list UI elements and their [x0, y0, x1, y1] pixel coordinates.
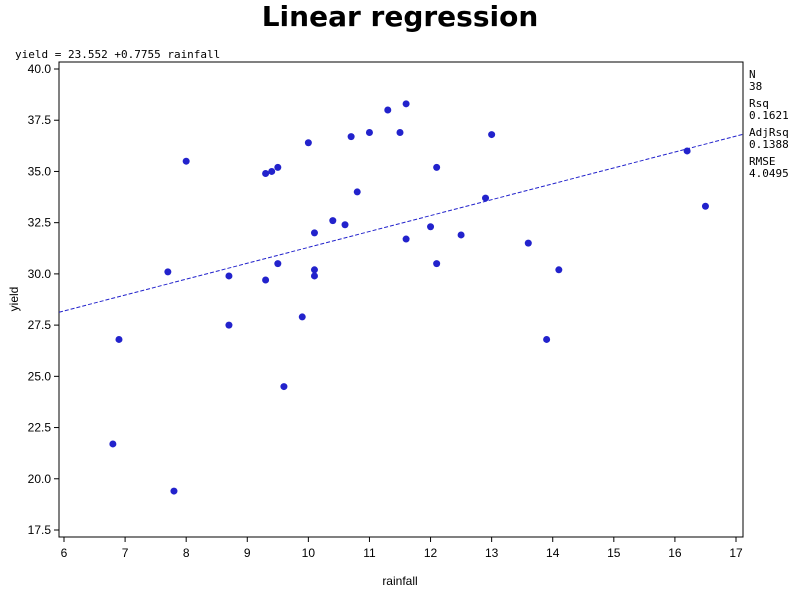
- data-point: [170, 487, 178, 495]
- x-tick-label: 15: [607, 546, 621, 560]
- y-tick-label: 30.0: [28, 267, 52, 281]
- x-tick-label: 17: [729, 546, 743, 560]
- data-point: [280, 383, 288, 391]
- x-tick-label: 13: [485, 546, 499, 560]
- data-point: [262, 169, 270, 177]
- data-point: [262, 276, 270, 284]
- regression-equation: yield = 23.552 +0.7755 rainfall: [15, 48, 220, 61]
- data-point: [482, 194, 490, 202]
- data-point: [427, 223, 435, 231]
- y-tick-label: 37.5: [28, 113, 52, 127]
- data-point: [384, 106, 392, 114]
- data-point: [701, 202, 709, 210]
- data-point: [310, 266, 318, 274]
- x-tick-label: 14: [546, 546, 560, 560]
- x-tick-label: 8: [183, 546, 190, 560]
- data-point: [433, 260, 441, 268]
- y-axis: 17.5 20.0 22.5 25.0 27.5 30.0 32.5 35.0 37.5 40.0: [28, 62, 59, 537]
- data-point: [347, 133, 355, 141]
- data-point: [365, 129, 373, 137]
- data-point: [268, 167, 276, 175]
- stat-label: N: [749, 68, 756, 81]
- stat-label: Rsq: [749, 97, 769, 110]
- data-point: [402, 100, 410, 108]
- data-point: [304, 139, 312, 147]
- data-point: [524, 239, 532, 247]
- data-point: [433, 163, 441, 171]
- x-tick-label: 6: [61, 546, 68, 560]
- y-tick-label: 22.5: [28, 421, 52, 435]
- stat-label: AdjRsq: [749, 126, 789, 139]
- data-point: [488, 131, 496, 139]
- regression-line: [58, 133, 744, 313]
- stat-label: RMSE: [749, 155, 776, 168]
- data-point: [396, 129, 404, 137]
- y-tick-label: 27.5: [28, 318, 52, 332]
- data-point: [182, 157, 190, 165]
- data-point: [402, 235, 410, 243]
- data-point: [164, 268, 172, 276]
- y-tick-label: 20.0: [28, 472, 52, 486]
- y-tick-label: 35.0: [28, 164, 52, 178]
- y-tick-label: 25.0: [28, 369, 52, 383]
- x-axis-label: rainfall: [382, 574, 417, 588]
- data-point: [310, 272, 318, 280]
- x-tick-label: 11: [363, 546, 376, 560]
- data-point: [329, 217, 337, 225]
- x-axis: 6 7 8 9 10 11 12 13 14 15 16 17: [61, 537, 743, 560]
- data-point: [543, 335, 551, 343]
- chart-title: Linear regression: [262, 0, 539, 33]
- data-point: [274, 163, 282, 171]
- stat-value: 38: [749, 80, 762, 93]
- data-point: [457, 231, 465, 239]
- y-tick-label: 17.5: [28, 523, 52, 537]
- x-tick-label: 16: [668, 546, 682, 560]
- data-point: [109, 440, 117, 448]
- data-point: [353, 188, 361, 196]
- data-point: [225, 272, 233, 280]
- x-tick-label: 12: [424, 546, 438, 560]
- x-tick-label: 7: [122, 546, 129, 560]
- data-point: [683, 147, 691, 155]
- data-point: [274, 260, 282, 268]
- x-tick-label: 10: [302, 546, 316, 560]
- data-points: [109, 100, 709, 495]
- plot-frame: [58, 61, 744, 538]
- y-tick-label: 40.0: [28, 62, 52, 76]
- data-point: [310, 229, 318, 237]
- stat-value: 4.0495: [749, 167, 789, 180]
- data-point: [115, 335, 123, 343]
- y-axis-label: yield: [7, 287, 21, 312]
- data-point: [341, 221, 349, 229]
- stat-value: 0.1621: [749, 109, 789, 122]
- x-tick-label: 9: [244, 546, 251, 560]
- stat-value: 0.1388: [749, 138, 789, 151]
- data-point: [298, 313, 306, 321]
- y-tick-label: 32.5: [28, 216, 52, 230]
- data-point: [555, 266, 563, 274]
- data-point: [225, 321, 233, 329]
